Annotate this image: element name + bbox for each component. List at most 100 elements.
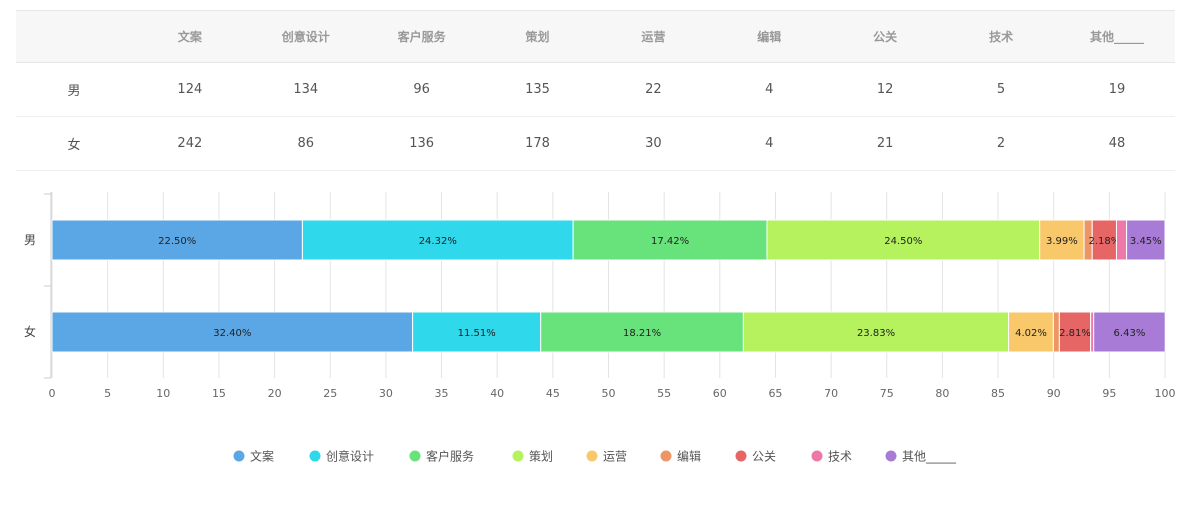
bar-segment	[766, 219, 1041, 261]
x-tick-label: 60	[713, 387, 727, 400]
data-label: 24.50%	[884, 236, 922, 247]
stacked-bar-chart: 0 5 10 15 20 25 30 35 40 45 50 55 60 65 70 75 80 85 90 95 10…	[24, 192, 1176, 464]
table-cell: 19	[1059, 62, 1175, 117]
data-label: 18.21%	[623, 328, 661, 339]
legend-swatch-icon	[586, 450, 598, 462]
data-label: 22.50%	[158, 236, 196, 247]
x-tick-label: 35	[435, 387, 449, 400]
bar-segment	[1093, 311, 1166, 353]
legend-label: 客户服务	[426, 449, 474, 464]
row-label: 男	[16, 62, 132, 117]
x-tick-label: 25	[323, 387, 337, 400]
data-table: 文案 创意设计 客户服务 策划 运营 编辑 公关 技术 其他_____ 男 12…	[16, 10, 1175, 171]
table-cell: 48	[1059, 116, 1175, 171]
column-header: 文案	[131, 10, 248, 63]
table-cell: 5	[943, 62, 1060, 117]
table-header-row: 文案 创意设计 客户服务 策划 运营 编辑 公关 技术 其他_____	[16, 10, 1175, 63]
table-corner	[16, 10, 132, 63]
bar-segment	[1115, 219, 1128, 261]
legend-label: 运营	[603, 450, 627, 464]
table-cell: 86	[247, 116, 364, 171]
table-cell: 12	[827, 62, 944, 117]
legend-label: 创意设计	[326, 449, 374, 464]
table-cell: 96	[363, 62, 480, 117]
column-header: 其他_____	[1059, 10, 1175, 63]
column-header: 策划	[479, 10, 596, 63]
legend-label: 编辑	[677, 449, 701, 464]
data-label: 11.51%	[458, 328, 496, 339]
table-cell: 136	[363, 116, 480, 171]
bar-segment	[1058, 311, 1092, 353]
legend-swatch-icon	[309, 450, 321, 462]
data-label: 2.81%	[1059, 328, 1091, 339]
bar-segment	[742, 311, 1010, 353]
x-tick-label: 85	[991, 387, 1005, 400]
table-cell: 178	[479, 116, 596, 171]
bar-segment	[572, 219, 768, 261]
data-label: 2.18%	[1088, 236, 1120, 247]
x-tick-label: 40	[490, 387, 504, 400]
x-tick-label: 0	[49, 387, 56, 400]
column-header: 编辑	[711, 10, 828, 63]
data-label: 23.83%	[857, 328, 895, 339]
x-tick-label: 30	[379, 387, 393, 400]
data-label: 6.43%	[1114, 328, 1146, 339]
bar-segment	[1126, 219, 1166, 261]
x-tick-label: 80	[935, 387, 949, 400]
table-cell: 2	[943, 116, 1060, 171]
x-tick-label: 10	[156, 387, 170, 400]
legend-swatch-icon	[885, 450, 897, 462]
table-cell: 134	[247, 62, 364, 117]
data-label: 24.32%	[419, 236, 457, 247]
x-tick-label: 75	[880, 387, 894, 400]
column-header: 技术	[943, 10, 1060, 63]
table-cell: 4	[711, 116, 828, 171]
x-tick-label: 5	[104, 387, 111, 400]
table-cell: 30	[595, 116, 712, 171]
legend-swatch-icon	[233, 450, 245, 462]
x-tick-label: 65	[768, 387, 782, 400]
table-cell: 21	[827, 116, 944, 171]
data-label: 17.42%	[651, 236, 689, 247]
y-category-label: 男	[24, 233, 36, 247]
legend-label: 其他_____	[902, 450, 957, 464]
bar-segment	[1039, 219, 1085, 261]
x-tick-label: 45	[546, 387, 560, 400]
column-header: 公关	[827, 10, 944, 63]
y-category-label: 女	[24, 324, 36, 339]
legend-swatch-icon	[735, 450, 747, 462]
data-label: 32.40%	[213, 328, 251, 339]
x-tick-label: 90	[1047, 387, 1061, 400]
bar-segment	[51, 311, 414, 353]
data-label: 4.02%	[1015, 328, 1047, 339]
column-header: 客户服务	[363, 10, 480, 63]
data-label: 3.45%	[1130, 236, 1162, 247]
legend-swatch-icon	[409, 450, 421, 462]
x-tick-label: 70	[824, 387, 838, 400]
x-tick-label: 50	[602, 387, 616, 400]
table-row: 男 124 134 96 135 22 4 12 5 19	[16, 62, 1175, 117]
table-cell: 135	[479, 62, 596, 117]
data-label: 3.99%	[1046, 236, 1078, 247]
column-header: 运营	[595, 10, 712, 63]
table-cell: 4	[711, 62, 828, 117]
chart-bars: 22.50% 24.32% 17.42% 24.50% 3.99% 2.18% 3.45% 3…	[51, 219, 1166, 353]
legend-label: 技术	[828, 450, 852, 464]
bar-segment	[412, 311, 542, 353]
legend-label: 公关	[752, 450, 776, 464]
x-tick-label: 20	[268, 387, 282, 400]
bar-segment	[301, 219, 574, 261]
chart-axes: 0 5 10 15 20 25 30 35 40 45 50 55 60 65 70 75 80 85 90 95 10…	[24, 192, 1176, 400]
table-row: 女 242 86 136 178 30 4 21 2 48	[16, 116, 1175, 171]
row-label: 女	[16, 116, 132, 171]
x-tick-label: 15	[212, 387, 226, 400]
x-tick-label: 100	[1155, 387, 1176, 400]
chart-legend: 文案 创意设计 客户服务 策划 运营 编辑 公关 技术 其他_____	[233, 449, 957, 464]
legend-swatch-icon	[512, 450, 524, 462]
column-header: 创意设计	[247, 10, 364, 63]
table-cell: 242	[131, 116, 248, 171]
x-tick-label: 55	[657, 387, 671, 400]
legend-label: 策划	[529, 450, 553, 464]
legend-swatch-icon	[660, 450, 672, 462]
x-tick-label: 95	[1102, 387, 1116, 400]
